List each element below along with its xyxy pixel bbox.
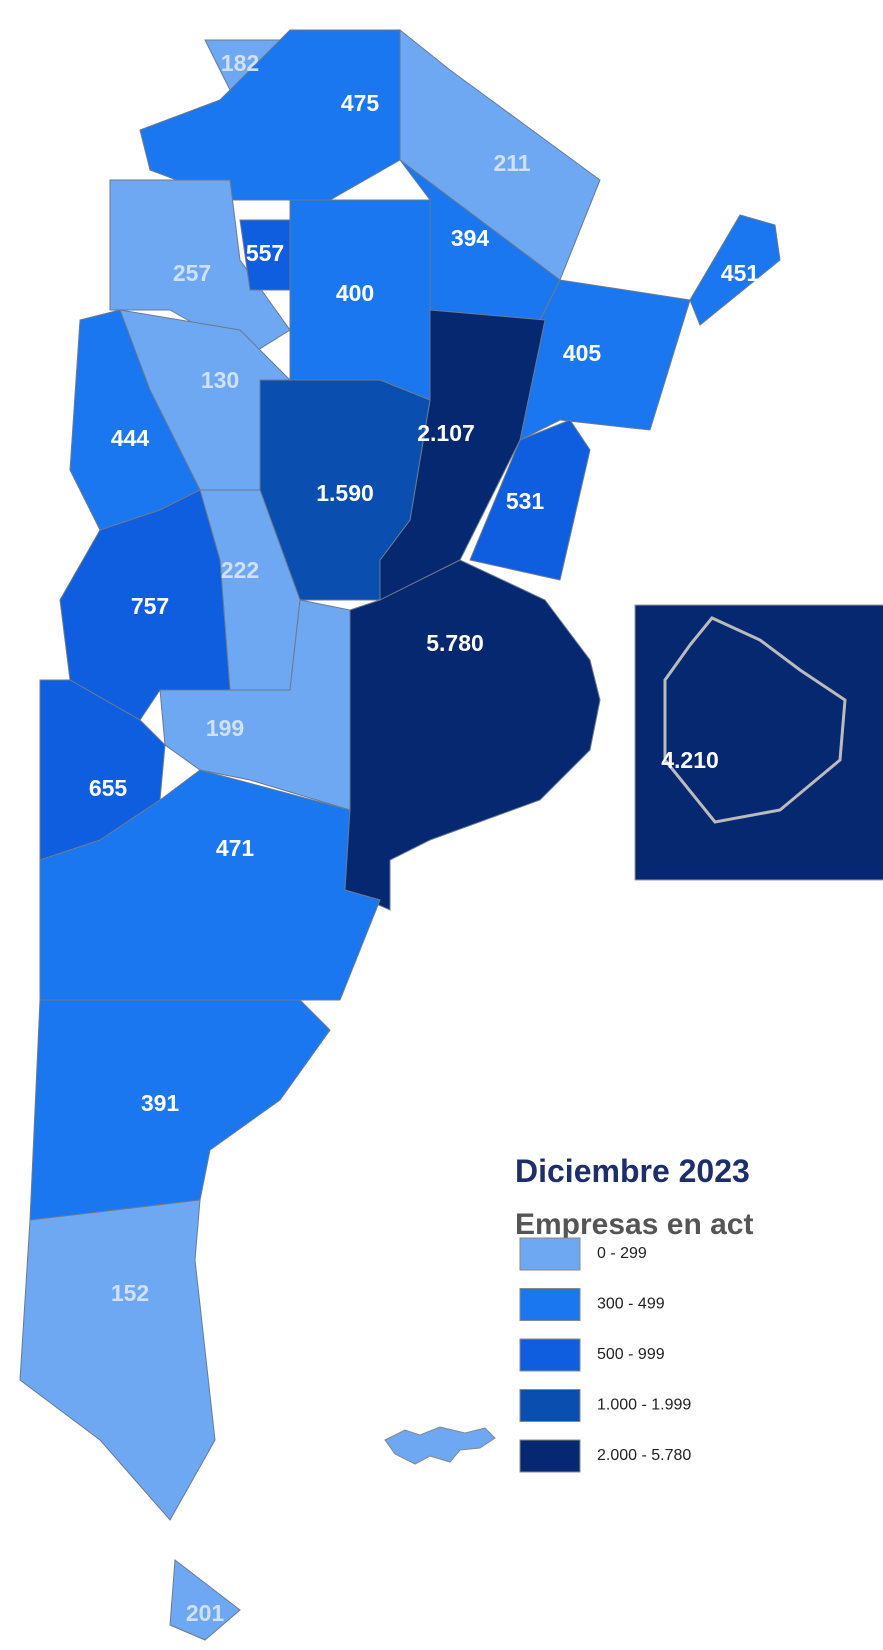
province-label: 757 [131, 593, 169, 619]
province [689, 214, 781, 326]
province [469, 419, 591, 581]
province-label: 400 [336, 280, 374, 306]
province-label: 451 [721, 260, 760, 286]
province [344, 559, 601, 911]
province [29, 999, 331, 1221]
province-label: 655 [89, 775, 128, 801]
legend-label: 300 - 499 [597, 1296, 665, 1313]
legend-swatch [519, 1389, 581, 1422]
province [169, 1559, 241, 1641]
province-label: 394 [451, 225, 490, 251]
labels: 182 475 211 394 451 257 557 400 405 2.107 130 444 1.… [89, 50, 760, 1626]
province [19, 1199, 216, 1521]
province-label: 199 [206, 715, 244, 741]
province-label: 201 [186, 1600, 225, 1626]
province [39, 769, 381, 1001]
legend-label: 500 - 999 [597, 1346, 665, 1363]
province-label: 5.780 [426, 630, 484, 656]
province-label: 1.590 [316, 480, 374, 506]
legend-swatch [519, 1439, 581, 1473]
province-label: 471 [216, 835, 255, 861]
legend-label: 2.000 - 5.780 [597, 1447, 691, 1464]
province-label: 2.107 [417, 420, 475, 446]
province-label: 531 [506, 488, 545, 514]
islands [384, 1426, 496, 1465]
province-label: 405 [563, 340, 602, 366]
province-label: 211 [493, 150, 530, 176]
legend-swatch [519, 1288, 581, 1321]
inset-outline [663, 616, 847, 824]
map-subtitle: Empresas en act [515, 1208, 753, 1241]
province-label: 557 [246, 240, 284, 266]
province-label: 222 [221, 557, 259, 583]
map-title: Diciembre 2023 [515, 1153, 750, 1189]
inset-label: 4.210 [661, 747, 719, 773]
legend-swatch [519, 1237, 581, 1271]
legend-label: 0 - 299 [597, 1245, 647, 1262]
province [399, 28, 601, 281]
province-label: 391 [141, 1090, 180, 1116]
province-label: 152 [111, 1280, 149, 1306]
province-label: 130 [201, 367, 239, 393]
province-label: 444 [111, 425, 150, 451]
legend-label: 1.000 - 1.999 [597, 1397, 691, 1414]
legend-swatch [519, 1338, 581, 1372]
province-label: 257 [173, 260, 211, 286]
province-label: 475 [341, 90, 380, 116]
province-label: 182 [221, 50, 259, 76]
provinces [19, 28, 781, 1641]
inset-box [634, 604, 883, 881]
